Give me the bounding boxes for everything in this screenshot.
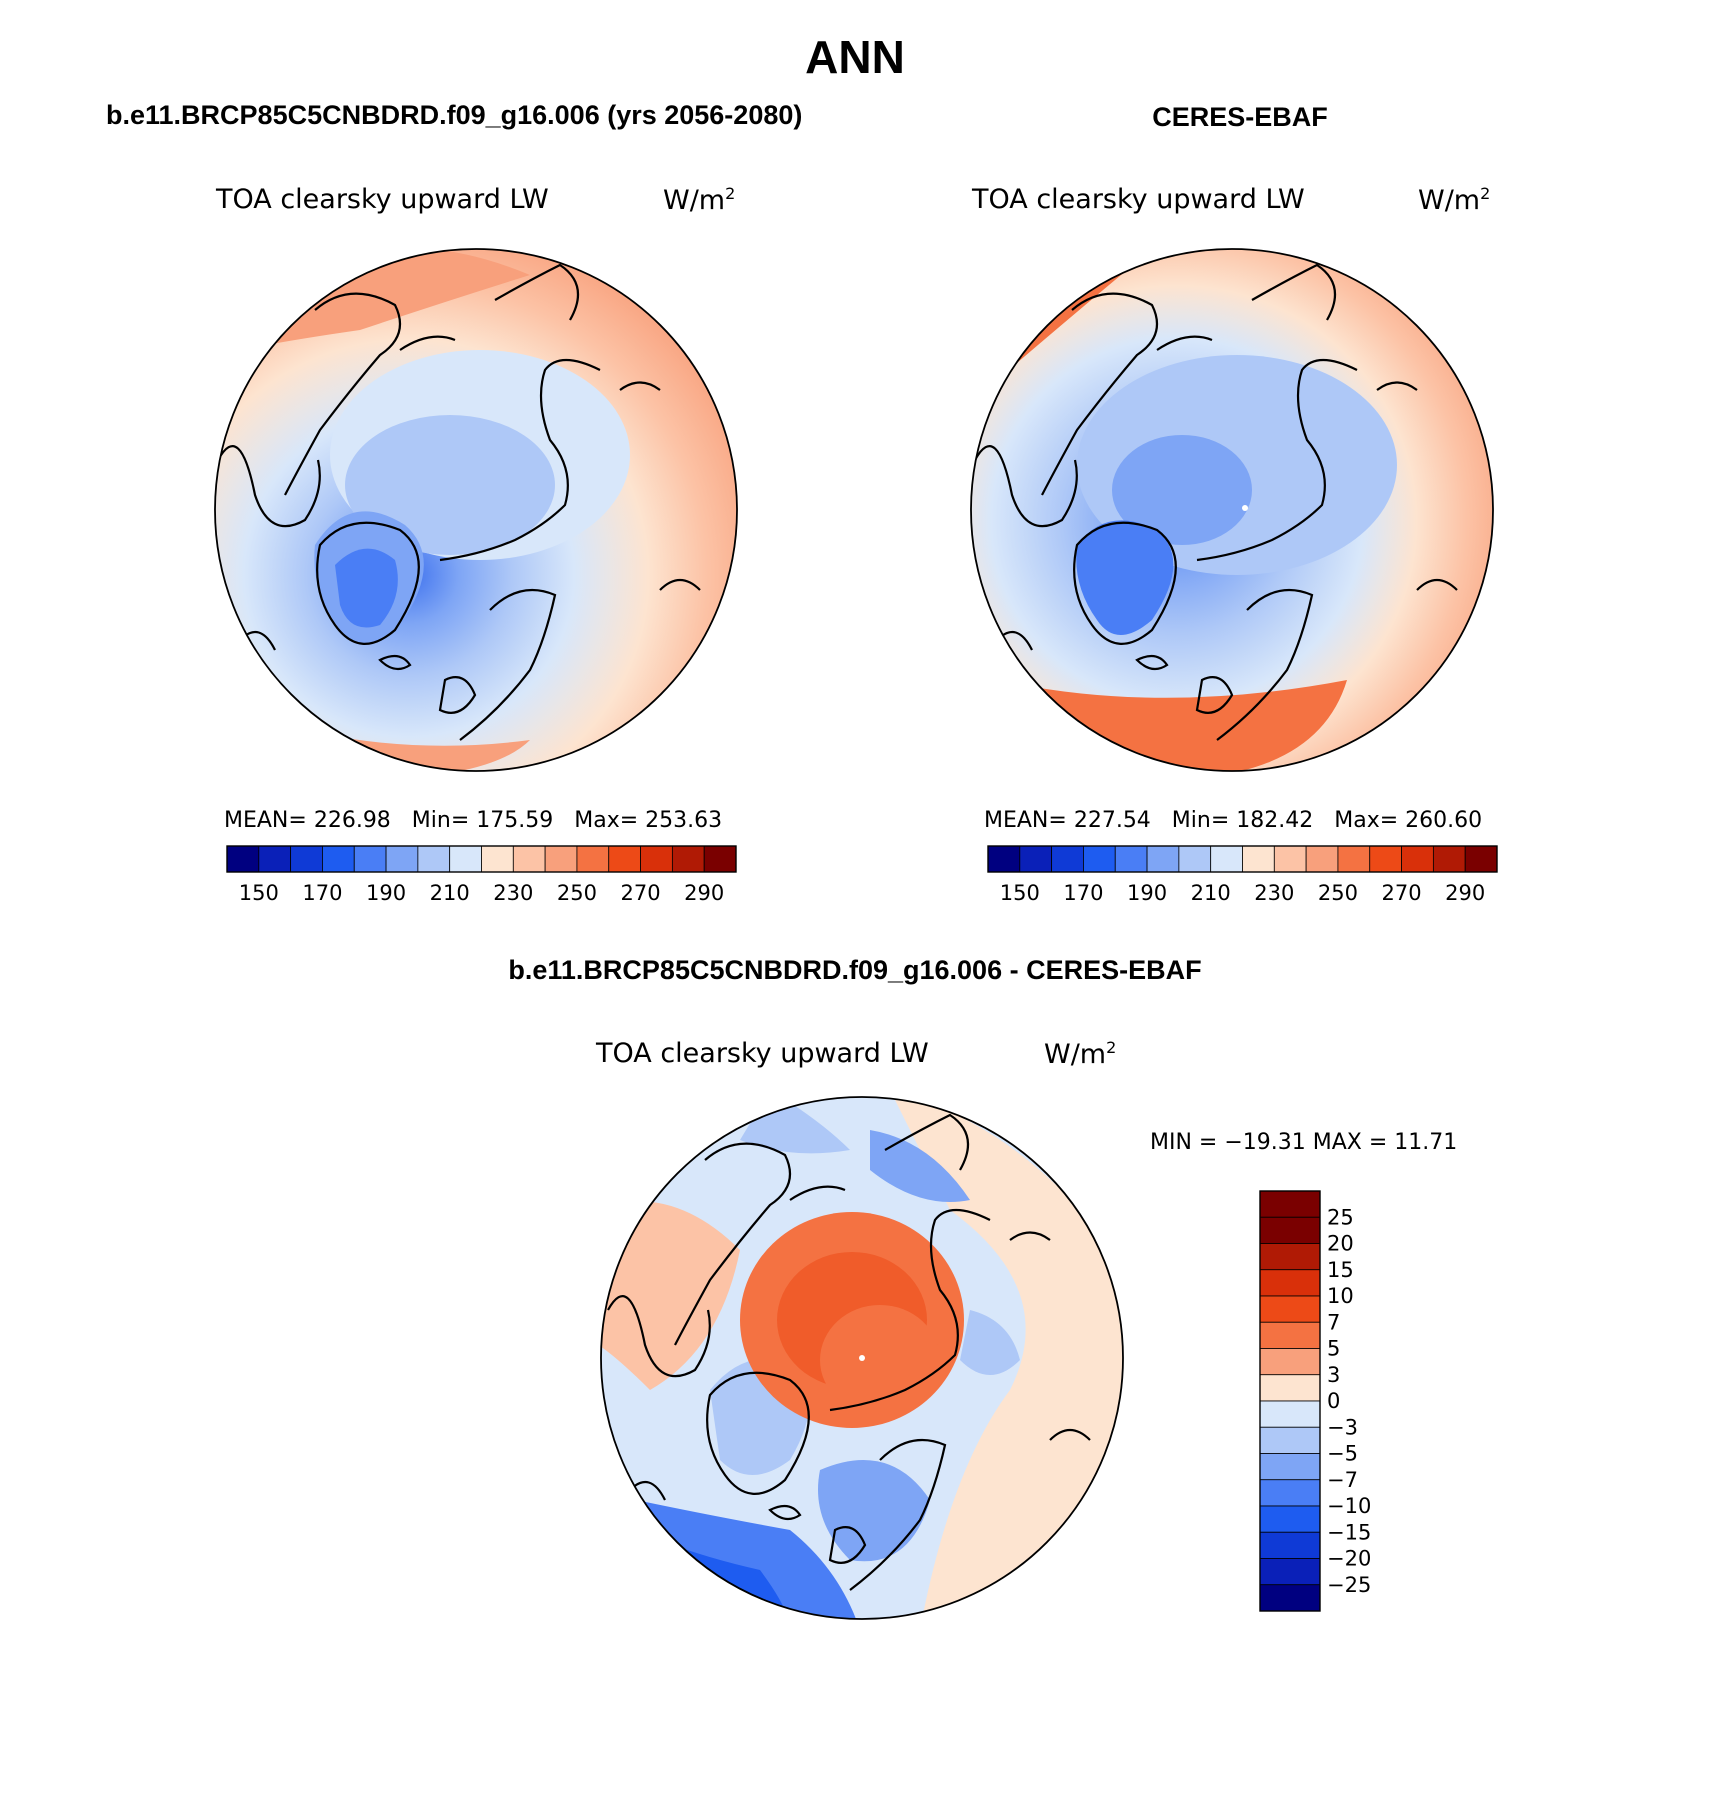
diff-colorbar-cell bbox=[1259, 1400, 1321, 1428]
panel-1-colorbar-cell bbox=[385, 845, 419, 873]
panel-1-colorbar-cell bbox=[353, 845, 387, 873]
diff-colorbar-tick-label: 3 bbox=[1327, 1363, 1340, 1387]
panel-1-colorbar-cell bbox=[226, 845, 260, 873]
panel-1-colorbar-cell bbox=[576, 845, 610, 873]
diff-units: W/m2 bbox=[1044, 1038, 1117, 1070]
panel-2-colorbar-tick-label: 190 bbox=[1127, 881, 1167, 905]
diff-colorbar-tick-label: −10 bbox=[1327, 1494, 1371, 1518]
diff-colorbar-tick-label: 7 bbox=[1327, 1310, 1340, 1334]
panel-2-header: CERES-EBAF bbox=[1152, 102, 1328, 132]
diff-field-label: TOA clearsky upward LW bbox=[596, 1038, 929, 1069]
panel-1-colorbar-tick-label: 270 bbox=[621, 881, 661, 905]
diff-map bbox=[600, 1096, 1124, 1620]
diff-colorbar-cell bbox=[1259, 1243, 1321, 1271]
panel-1-colorbar-tick-label: 190 bbox=[366, 881, 406, 905]
panel-2-colorbar-tick-label: 290 bbox=[1445, 881, 1485, 905]
panel-1-colorbar-cell bbox=[671, 845, 705, 873]
panel-1-colorbar-cell bbox=[417, 845, 451, 873]
panel-2-colorbar-cell bbox=[1210, 845, 1243, 873]
panel-1-colorbar-cell bbox=[449, 845, 482, 873]
diff-colorbar-tick-label: −3 bbox=[1327, 1415, 1358, 1439]
panel-1-units: W/m2 bbox=[663, 184, 736, 216]
diff-colorbar-cell bbox=[1259, 1269, 1321, 1297]
diff-colorbar-tick-label: 10 bbox=[1327, 1284, 1354, 1308]
panel-2-colorbar-cell bbox=[1019, 845, 1053, 873]
panel-2-colorbar-cell bbox=[1242, 845, 1275, 873]
diff-colorbar-cell bbox=[1259, 1531, 1321, 1559]
panel-1-colorbar-tick-label: 170 bbox=[302, 881, 342, 905]
panel-1-header: b.e11.BRCP85C5CNBDRD.f09_g16.006 (yrs 20… bbox=[106, 100, 803, 130]
panel-2-colorbar-cell bbox=[1051, 845, 1084, 873]
panel-1-stats: MEAN= 226.98 Min= 175.59 Max= 253.63 bbox=[224, 808, 723, 833]
diff-colorbar-tick-label: −20 bbox=[1327, 1547, 1371, 1571]
panel-2-field-label: TOA clearsky upward LW bbox=[972, 184, 1305, 215]
diff-colorbar-tick-label: −5 bbox=[1327, 1442, 1358, 1466]
panel-2-colorbar-tick-label: 250 bbox=[1318, 881, 1358, 905]
diff-colorbar-cell bbox=[1259, 1453, 1321, 1481]
panel-1-colorbar-tick-label: 230 bbox=[493, 881, 533, 905]
diff-colorbar-cell bbox=[1259, 1426, 1321, 1454]
diff-colorbar-tick-label: 20 bbox=[1327, 1232, 1354, 1256]
panel-2-colorbar-cell bbox=[1178, 845, 1212, 873]
panel-2-colorbar-tick-label: 270 bbox=[1382, 881, 1422, 905]
diff-colorbar-cell bbox=[1259, 1190, 1321, 1218]
diff-colorbar-cell bbox=[1259, 1295, 1321, 1323]
diff-colorbar-tick-label: −25 bbox=[1327, 1573, 1371, 1597]
panel-2-colorbar-cell bbox=[1464, 845, 1498, 873]
diff-colorbar-tick-label: 25 bbox=[1327, 1205, 1354, 1229]
panel-1-map bbox=[214, 248, 738, 772]
panel-1-colorbar-tick-label: 210 bbox=[430, 881, 470, 905]
panel-1-colorbar-tick-label: 150 bbox=[239, 881, 279, 905]
panel-1-colorbar-cell bbox=[544, 845, 578, 873]
panel-1-colorbar-cell bbox=[258, 845, 292, 873]
panel-2-colorbar-cell bbox=[1337, 845, 1371, 873]
panel-1-colorbar-tick-label: 290 bbox=[684, 881, 724, 905]
panel-2-stats: MEAN= 227.54 Min= 182.42 Max= 260.60 bbox=[984, 808, 1483, 833]
panel-2-colorbar-cell bbox=[1305, 845, 1339, 873]
diff-min-max: MIN = −19.31 MAX = 11.71 bbox=[1150, 1130, 1458, 1155]
diff-colorbar-cell bbox=[1259, 1321, 1321, 1349]
diff-colorbar-cell bbox=[1259, 1374, 1321, 1402]
panel-2-colorbar-cell bbox=[1401, 845, 1434, 873]
diff-colorbar-tick-label: 0 bbox=[1327, 1389, 1340, 1413]
diff-colorbar-cell bbox=[1259, 1348, 1321, 1376]
diff-colorbar-tick-label: −15 bbox=[1327, 1520, 1371, 1544]
diff-colorbar-tick-label: −7 bbox=[1327, 1468, 1358, 1492]
panel-2-map bbox=[970, 248, 1494, 772]
panel-1-colorbar: 150 170 190 210 230 250 270 290 bbox=[226, 845, 737, 905]
diff-colorbar-tick-label: 5 bbox=[1327, 1337, 1340, 1361]
panel-2-colorbar-cell bbox=[1083, 845, 1116, 873]
panel-1-colorbar-cell bbox=[290, 845, 323, 873]
page-title: ANN bbox=[805, 31, 905, 83]
panel-2-colorbar-cell bbox=[1114, 845, 1148, 873]
panel-2-colorbar-tick-label: 170 bbox=[1063, 881, 1103, 905]
diff-colorbar-cell bbox=[1259, 1479, 1321, 1507]
panel-2-colorbar-cell bbox=[1432, 845, 1466, 873]
panel-2-colorbar: 150 170 190 210 230 250 270 290 bbox=[987, 845, 1498, 905]
panel-1-colorbar-cell bbox=[481, 845, 514, 873]
panel-1-colorbar-tick-label: 250 bbox=[557, 881, 597, 905]
diff-colorbar-cell bbox=[1259, 1505, 1321, 1533]
panel-2-colorbar-cell bbox=[1369, 845, 1402, 873]
diff-colorbar-cell bbox=[1259, 1558, 1321, 1586]
panel-1-field-label: TOA clearsky upward LW bbox=[216, 184, 549, 215]
diff-colorbar-cell bbox=[1259, 1216, 1321, 1244]
panel-1-colorbar-cell bbox=[322, 845, 355, 873]
panel-2-colorbar-cell bbox=[1146, 845, 1180, 873]
panel-1-colorbar-cell bbox=[640, 845, 673, 873]
panel-2-colorbar-tick-label: 230 bbox=[1254, 881, 1294, 905]
panel-1-colorbar-cell bbox=[703, 845, 737, 873]
diff-header: b.e11.BRCP85C5CNBDRD.f09_g16.006 - CERES… bbox=[508, 955, 1202, 985]
panel-2-units: W/m2 bbox=[1418, 184, 1491, 216]
panel-1-colorbar-cell bbox=[512, 845, 546, 873]
diff-colorbar-cell bbox=[1259, 1584, 1321, 1612]
diff-colorbar-tick-label: 15 bbox=[1327, 1258, 1354, 1282]
panel-2-colorbar-tick-label: 210 bbox=[1191, 881, 1231, 905]
panel-2-colorbar-cell bbox=[1273, 845, 1307, 873]
panel-1-colorbar-cell bbox=[608, 845, 641, 873]
panel-2-colorbar-tick-label: 150 bbox=[1000, 881, 1040, 905]
panel-2-colorbar-cell bbox=[987, 845, 1021, 873]
